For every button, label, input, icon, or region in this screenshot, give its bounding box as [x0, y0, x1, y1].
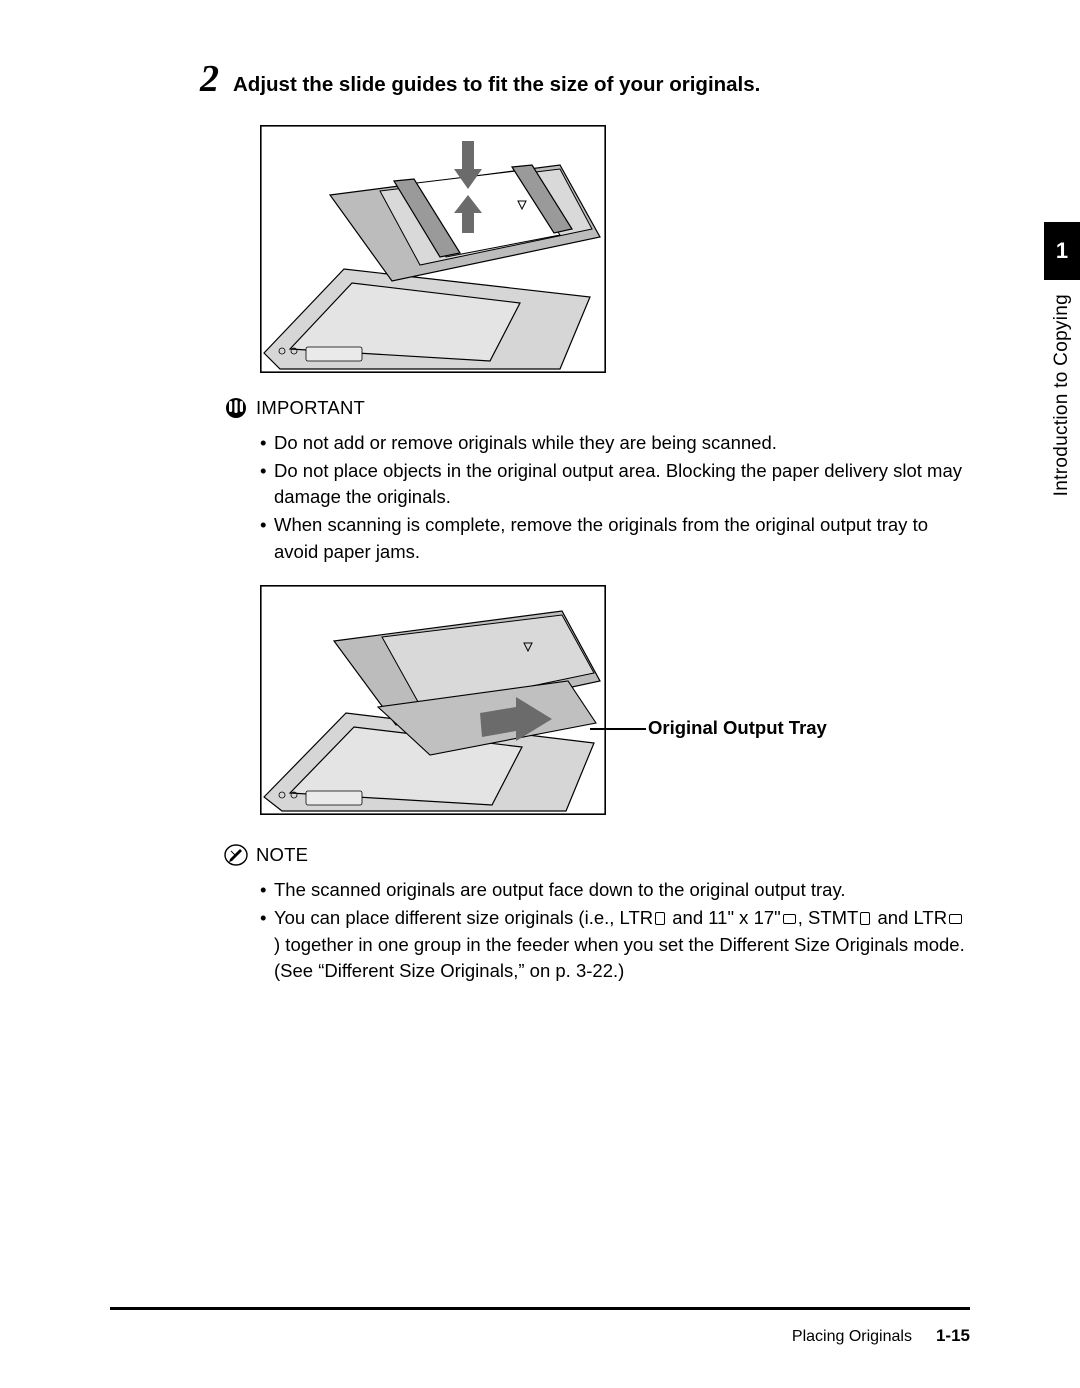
orientation-portrait-icon — [860, 912, 870, 925]
chapter-title: Introduction to Copying — [1051, 294, 1073, 496]
bullet: • — [260, 905, 274, 984]
important-icon — [224, 397, 250, 424]
orientation-landscape-icon — [949, 914, 962, 924]
note-seg: You can place different size originals (… — [274, 907, 653, 928]
note-list: • The scanned originals are output face … — [260, 877, 970, 984]
important-item: • When scanning is complete, remove the … — [260, 512, 970, 565]
important-item: • Do not place objects in the original o… — [260, 458, 970, 511]
step-number: 2 — [200, 60, 219, 98]
chapter-number: 1 — [1044, 222, 1080, 280]
bullet: • — [260, 430, 274, 456]
note-seg: and 11" x 17" — [667, 907, 781, 928]
page-footer: Placing Originals 1-15 — [792, 1326, 970, 1346]
important-item: • Do not add or remove originals while t… — [260, 430, 970, 456]
note-label: NOTE — [256, 844, 308, 866]
important-label: IMPORTANT — [256, 397, 365, 419]
figure-output-tray: Original Output Tray — [260, 585, 970, 820]
important-text: Do not place objects in the original out… — [274, 458, 970, 511]
figure-leader-line — [590, 728, 646, 730]
note-seg: and LTR — [872, 907, 947, 928]
important-text: Do not add or remove originals while the… — [274, 430, 970, 456]
note-text: The scanned originals are output face do… — [274, 877, 970, 903]
bullet: • — [260, 458, 274, 511]
orientation-portrait-icon — [655, 912, 665, 925]
bullet: • — [260, 512, 274, 565]
important-heading: IMPORTANT — [224, 395, 970, 424]
footer-section-title: Placing Originals — [792, 1328, 912, 1346]
bullet: • — [260, 877, 274, 903]
note-icon — [224, 844, 250, 871]
note-seg: , STMT — [798, 907, 859, 928]
figure-adjust-guides — [260, 125, 970, 373]
orientation-landscape-icon — [783, 914, 796, 924]
footer-rule — [110, 1307, 970, 1310]
important-text: When scanning is complete, remove the or… — [274, 512, 970, 565]
step-line: 2 Adjust the slide guides to fit the siz… — [200, 60, 970, 99]
note-text: You can place different size originals (… — [274, 905, 970, 984]
footer-page-number: 1-15 — [936, 1326, 970, 1346]
note-item: • The scanned originals are output face … — [260, 877, 970, 903]
step-text: Adjust the slide guides to fit the size … — [233, 72, 760, 99]
chapter-tab: 1 Introduction to Copying — [1044, 222, 1080, 496]
figure-callout-label: Original Output Tray — [648, 717, 827, 739]
note-seg: ) together in one group in the feeder wh… — [274, 934, 965, 981]
page: 2 Adjust the slide guides to fit the siz… — [0, 0, 1080, 1388]
note-item: • You can place different size originals… — [260, 905, 970, 984]
note-heading: NOTE — [224, 842, 970, 871]
important-list: • Do not add or remove originals while t… — [260, 430, 970, 565]
